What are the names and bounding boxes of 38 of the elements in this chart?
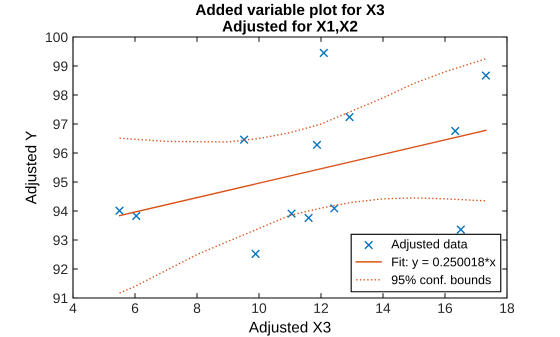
x-tick-label: 4 <box>69 303 76 313</box>
line-series <box>118 58 487 143</box>
y-tick-label: 99 <box>53 61 68 72</box>
chart-title: Added variable plot for X3 Adjusted for X1,X2 <box>196 4 384 35</box>
x-tick-label: 18 <box>500 303 514 314</box>
x-tick-label: 14 <box>376 303 390 313</box>
point <box>287 209 296 218</box>
x-axis-title: Adjusted X3 <box>248 321 331 336</box>
point <box>481 71 490 80</box>
y-tick-label: 98 <box>53 90 68 100</box>
point <box>319 48 328 58</box>
legend-label: Fit: y = 0.250018*x <box>392 257 496 269</box>
x-tick-label: 10 <box>252 303 266 314</box>
y-axis-title: Adjusted Y <box>25 131 40 204</box>
x-tick-label: 16 <box>438 303 452 314</box>
point <box>330 204 339 213</box>
legend-label: Adjusted data <box>391 239 468 251</box>
point <box>240 135 249 144</box>
point <box>456 225 466 234</box>
y-tick-label: 100 <box>46 32 68 42</box>
point <box>132 211 141 220</box>
x-tick-label: 8 <box>194 303 200 314</box>
y-tick-label: 95 <box>53 177 68 188</box>
y-tick-label: 91 <box>53 293 68 304</box>
y-tick-label: 94 <box>53 206 68 216</box>
y-tick-label: 97 <box>53 119 68 130</box>
point <box>304 213 314 222</box>
x-tick-label: 12 <box>314 303 328 313</box>
point <box>312 140 322 150</box>
y-tick-label: 96 <box>53 148 68 158</box>
point <box>115 206 124 216</box>
y-tick-label: 92 <box>53 264 68 274</box>
y-tick-label: 93 <box>53 235 68 246</box>
x-tick-label: 6 <box>132 303 138 314</box>
point <box>251 249 260 258</box>
legend-label: 95% conf. bounds <box>392 275 491 284</box>
point <box>345 112 354 122</box>
point <box>450 126 460 136</box>
